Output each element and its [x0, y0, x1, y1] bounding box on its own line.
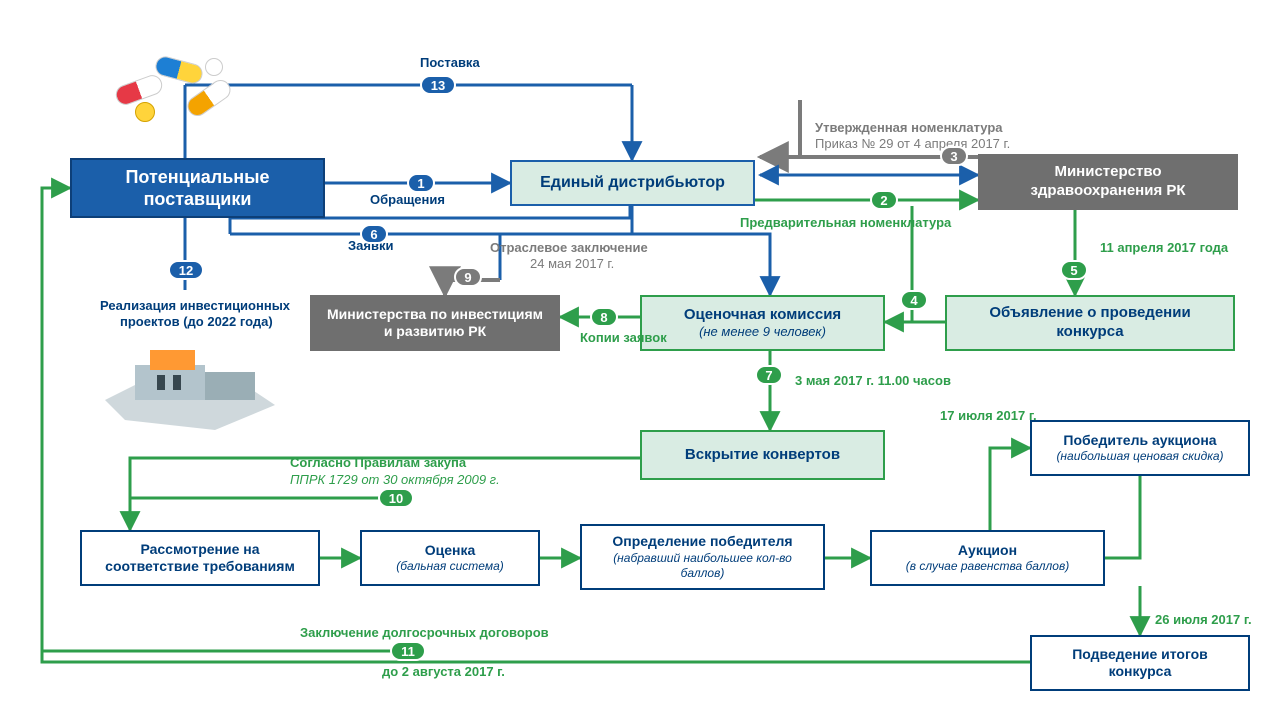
badge-b9: 9: [454, 267, 482, 287]
label-nomenkl1: Утвержденная номенклатура: [815, 120, 1003, 136]
label-date17: 17 июля 2017 г.: [940, 408, 1037, 424]
badge-b5: 5: [1060, 260, 1088, 280]
badge-b3: 3: [940, 146, 968, 166]
badge-b6: 6: [360, 224, 388, 244]
node-ministry_invest: Министерства по инвестициями развитию РК: [310, 295, 560, 351]
node-distributor: Единый дистрибьютор: [510, 160, 755, 206]
label-nomenkl1b: Приказ № 29 от 4 апреля 2017 г.: [815, 136, 1010, 152]
node-results: Подведение итоговконкурса: [1030, 635, 1250, 691]
pills-image: [95, 40, 265, 130]
badge-b7: 7: [755, 365, 783, 385]
node-grade: Оценка(бальная система): [360, 530, 540, 586]
node-winner_det: Определение победителя(набравший наиболь…: [580, 524, 825, 590]
label-contract1: Заключение долгосрочных договоров: [300, 625, 549, 641]
label-date7: 3 мая 2017 г. 11.00 часов: [795, 373, 951, 389]
node-ministry_health: Министерствоздравоохранения РК: [978, 154, 1238, 210]
factory-image: [95, 330, 285, 440]
label-invest1: Реализация инвестиционных: [100, 298, 290, 314]
label-industry1: Отраслевое заключение: [490, 240, 648, 256]
badge-b11: 11: [390, 641, 426, 661]
badge-b10: 10: [378, 488, 414, 508]
node-commission: Оценочная комиссия(не менее 9 человек): [640, 295, 885, 351]
badge-b2: 2: [870, 190, 898, 210]
node-suppliers: Потенциальныепоставщики: [70, 158, 325, 218]
label-appeals: Обращения: [370, 192, 445, 208]
label-rules2: ППРК 1729 от 30 октября 2009 г.: [290, 472, 500, 488]
node-auction_win: Победитель аукциона(наибольшая ценовая с…: [1030, 420, 1250, 476]
label-delivery: Поставка: [420, 55, 480, 71]
label-contract2: до 2 августа 2017 г.: [382, 664, 505, 680]
label-date26: 26 июля 2017 г.: [1155, 612, 1252, 628]
label-industry2: 24 мая 2017 г.: [530, 256, 614, 272]
label-nomenkl2: Предварительная номенклатура: [740, 215, 951, 231]
label-copies: Копии заявок: [580, 330, 667, 346]
badge-b8: 8: [590, 307, 618, 327]
node-auction: Аукцион(в случае равенства баллов): [870, 530, 1105, 586]
node-announce: Объявление о проведенииконкурса: [945, 295, 1235, 351]
label-rules1: Согласно Правилам закупа: [290, 455, 466, 471]
badge-b4: 4: [900, 290, 928, 310]
badge-b1: 1: [407, 173, 435, 193]
label-invest2: проектов (до 2022 года): [120, 314, 273, 330]
label-date5: 11 апреля 2017 года: [1100, 240, 1228, 256]
node-opening: Вскрытие конвертов: [640, 430, 885, 480]
badge-b13: 13: [420, 75, 456, 95]
node-review: Рассмотрение насоответствие требованиям: [80, 530, 320, 586]
badge-b12: 12: [168, 260, 204, 280]
